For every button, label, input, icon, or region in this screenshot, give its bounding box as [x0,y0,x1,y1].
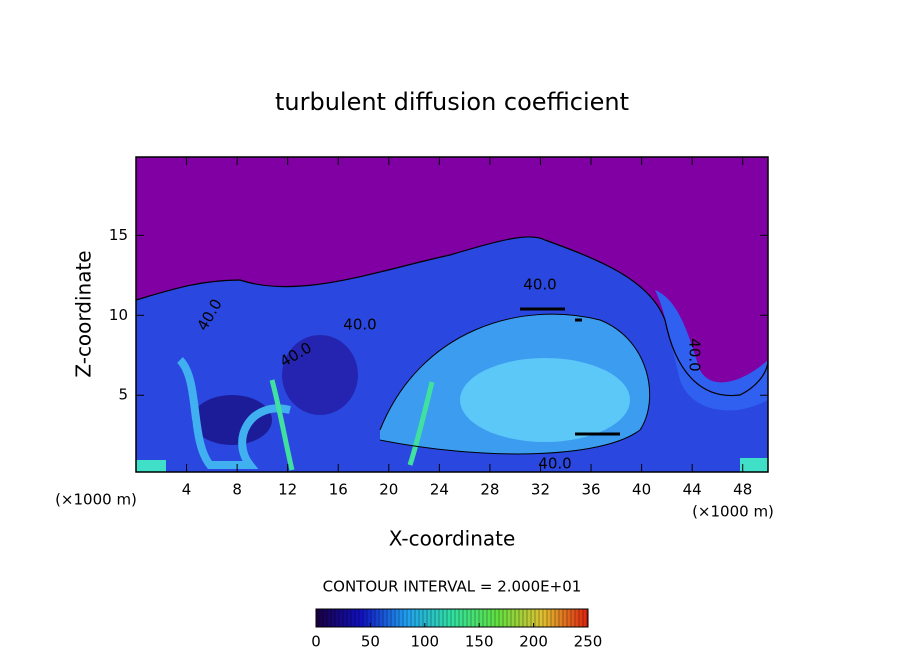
field-region [407,381,435,466]
y-tick-label: 15 [109,226,128,244]
x-tick-label: 44 [683,481,702,499]
field-region [282,335,358,415]
x-tick-label: 28 [480,481,499,499]
x-axis-label: X-coordinate [389,527,516,551]
field-region [192,395,272,445]
colorbar-tick-label: 150 [465,633,494,651]
x-tick-label: 8 [232,481,242,499]
colorbar-tick-label: 200 [519,633,548,651]
y-tick-label: 10 [109,306,128,324]
x-unit-label: (×1000 m) [55,491,137,509]
colorbar: 0 50 100 150 200 250 [311,608,603,651]
field-region [269,379,295,471]
colorbar-tick-label: 0 [311,633,321,651]
x-tick-label: 32 [531,481,550,499]
plot-frame [135,156,769,473]
field-region [740,458,768,472]
x-tick-label: 16 [329,481,348,499]
x-tick-label: 24 [430,481,449,499]
x-tick-label: 36 [581,481,600,499]
field-region [460,358,630,442]
x-tick-label: 20 [379,481,398,499]
colorbar-frame [315,608,589,628]
x-tick-label: 12 [278,481,297,499]
contour-line [520,307,620,436]
chart-title: turbulent diffusion coefficient [275,88,629,116]
x-tick-label: 4 [182,481,192,499]
colorbar-tick-label: 250 [574,633,603,651]
contour-label: 40.0 [523,276,556,294]
contour-label: 40.0 [686,338,704,371]
field-region [655,290,768,411]
contour-line [135,236,769,397]
x-unit-label: (×1000 m) [692,503,774,521]
field-region [136,460,166,472]
y-tick-label: 5 [118,386,128,404]
field [135,156,769,473]
x-tick-label: 48 [733,481,752,499]
contour-label: 40.0 [343,316,376,334]
colorbar-fill [316,609,588,627]
y-axis-label: Z-coordinate [72,250,96,377]
contour-line [379,313,651,455]
field-region [176,357,291,469]
colorbar-tick-label: 100 [410,633,439,651]
x-tick-label: 40 [632,481,651,499]
contour-label: 40.0 [538,455,571,473]
contour-interval: CONTOUR INTERVAL = 2.000E+01 [323,578,582,596]
colorbar-tick-label: 50 [361,633,380,651]
